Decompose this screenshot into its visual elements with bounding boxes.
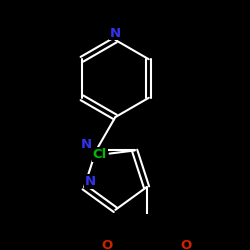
- Text: O: O: [180, 238, 191, 250]
- Text: Cl: Cl: [93, 148, 107, 161]
- Text: O: O: [102, 238, 113, 250]
- Text: N: N: [81, 138, 92, 151]
- Text: N: N: [84, 175, 96, 188]
- Text: N: N: [110, 26, 121, 40]
